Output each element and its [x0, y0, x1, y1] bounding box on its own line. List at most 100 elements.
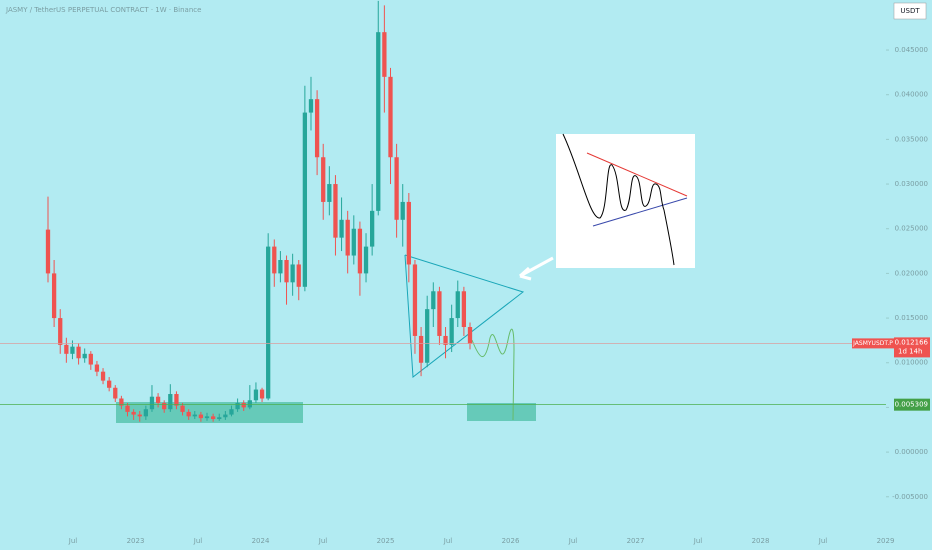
candle-body	[107, 380, 112, 388]
candle-body	[247, 400, 252, 408]
x-tick-label: 2024	[252, 537, 270, 545]
countdown: 1d 14h	[898, 347, 922, 355]
candle-body	[223, 414, 228, 418]
candle-body	[443, 335, 448, 345]
candle-body	[467, 327, 473, 344]
candle-body	[229, 409, 234, 415]
symbol-tag: JASMYUSDT.P	[852, 340, 893, 347]
pattern-inset	[556, 134, 695, 268]
x-tick-label: 2023	[127, 537, 145, 545]
x-tick-label: 2025	[377, 537, 395, 545]
y-tick-label: 0.030000	[895, 180, 928, 188]
candle-body	[64, 344, 69, 354]
candle-body	[51, 273, 57, 319]
candle-body	[449, 318, 454, 345]
candle-body	[137, 414, 142, 417]
candle-body	[155, 396, 161, 403]
y-tick-label: 0.035000	[895, 135, 928, 143]
candle-body	[400, 201, 405, 220]
chart-title: JASMY / TetherUS PERPETUAL CONTRACT · 1W…	[5, 6, 201, 14]
candle-body	[180, 405, 185, 412]
candle-body	[162, 402, 167, 410]
candle-body	[192, 414, 197, 417]
candle-body	[431, 291, 436, 310]
candle-body	[241, 402, 246, 408]
candle-body	[425, 309, 430, 363]
x-tick-label: Jul	[318, 537, 328, 545]
candle-body	[76, 346, 81, 359]
candle-body	[217, 417, 222, 420]
candle-body	[186, 411, 191, 417]
candle-body	[259, 389, 265, 399]
candle-body	[131, 411, 136, 415]
candle-body	[198, 414, 204, 419]
candle-body	[174, 394, 179, 406]
candle-body	[119, 398, 124, 406]
candle-body	[302, 112, 308, 287]
x-tick-label: 2027	[627, 537, 645, 545]
x-tick-label: 2029	[877, 537, 895, 545]
candle-body	[204, 416, 210, 419]
candle-body	[376, 32, 381, 211]
candle-body	[461, 291, 467, 328]
x-tick-label: Jul	[193, 537, 203, 545]
support-tag: 0.005309	[895, 401, 928, 409]
y-tick-label: 0.045000	[895, 46, 928, 54]
candle-body	[149, 396, 155, 410]
candle-body	[290, 264, 295, 283]
x-tick-label: Jul	[443, 537, 453, 545]
candle-body	[388, 76, 393, 158]
candle-body	[210, 416, 216, 420]
candle-body	[406, 201, 411, 265]
x-tick-label: 2026	[502, 537, 520, 545]
arrow	[519, 256, 554, 281]
y-tick-label: 0.020000	[895, 269, 928, 277]
candle-body	[382, 32, 387, 77]
y-tick-label: 0.000000	[895, 448, 928, 456]
price-tag: 0.012166	[895, 338, 929, 346]
candle-body	[235, 402, 240, 410]
candle-body	[100, 371, 106, 381]
candle-body	[278, 260, 283, 274]
candle-body	[94, 364, 100, 372]
y-tick-label: 0.040000	[895, 91, 928, 99]
candle-body	[58, 318, 63, 345]
x-tick-label: Jul	[693, 537, 703, 545]
candle-body	[351, 228, 356, 256]
candle-body	[143, 409, 148, 417]
inset-support	[592, 197, 688, 227]
candle-body	[437, 291, 442, 336]
candle-body	[113, 387, 118, 399]
inset-curve	[562, 133, 675, 266]
candle-body	[394, 157, 399, 220]
candle-body	[455, 291, 460, 319]
candle-body	[82, 353, 87, 359]
y-tick-label: 0.025000	[895, 225, 928, 233]
candle-body	[266, 246, 271, 399]
projection	[471, 328, 515, 421]
support-tag-bg	[894, 398, 930, 411]
candle-body	[314, 99, 320, 158]
x-tick-label: 2028	[752, 537, 770, 545]
candle-body	[370, 210, 375, 247]
y-tick-label: -0.005000	[892, 493, 928, 501]
candle-body	[88, 353, 93, 365]
candle-body	[272, 246, 277, 274]
candle-body	[357, 228, 363, 274]
candle-body	[296, 264, 301, 287]
candle-body	[418, 335, 424, 363]
candle-body	[308, 99, 314, 113]
candle-body	[333, 184, 338, 238]
y-tick-label: 0.015000	[895, 314, 928, 322]
candle-body	[125, 405, 130, 412]
price-tag-bg	[894, 337, 930, 358]
candle-body	[70, 346, 75, 354]
candle-body	[412, 264, 418, 336]
x-tick-label: Jul	[68, 537, 78, 545]
candle-body	[284, 260, 289, 283]
inset-resistance	[586, 152, 688, 197]
candle-body	[363, 246, 369, 274]
currency-button[interactable]	[893, 2, 927, 20]
currency-label[interactable]: USDT	[900, 7, 920, 15]
candle-body	[339, 219, 344, 238]
